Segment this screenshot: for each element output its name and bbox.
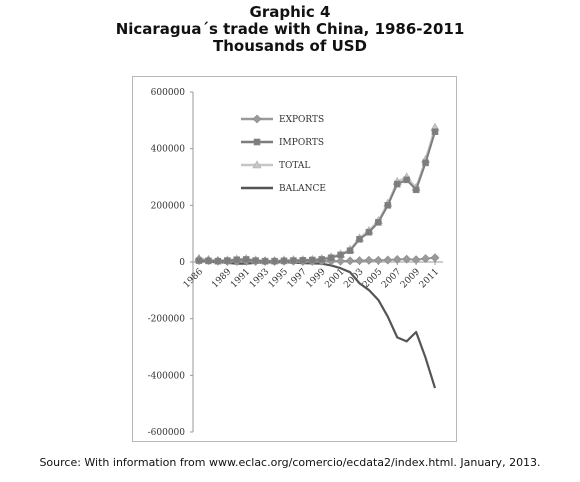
data-point-imports bbox=[412, 186, 420, 194]
x-tick-label: 1997 bbox=[286, 267, 309, 290]
series-line-imports bbox=[198, 131, 436, 263]
data-point-imports bbox=[327, 254, 335, 262]
x-tick-label: 2009 bbox=[399, 267, 422, 290]
data-point-imports bbox=[233, 256, 241, 264]
data-point-exports bbox=[430, 253, 440, 263]
data-point-imports bbox=[252, 257, 259, 264]
data-point-imports bbox=[308, 256, 316, 264]
data-point-exports bbox=[383, 255, 393, 265]
data-point-exports bbox=[364, 255, 374, 265]
data-point-imports bbox=[242, 256, 250, 263]
data-point-imports bbox=[356, 236, 363, 243]
y-tick-label: 200000 bbox=[151, 201, 186, 211]
data-point-imports bbox=[318, 256, 326, 263]
x-tick-label: 1993 bbox=[248, 267, 271, 290]
data-point-exports bbox=[373, 255, 383, 265]
data-point-exports bbox=[421, 254, 430, 264]
legend-label-imports: IMPORTS bbox=[279, 138, 324, 148]
legend-marker-exports bbox=[252, 114, 262, 124]
x-tick-label: 2007 bbox=[380, 267, 403, 290]
y-tick-label: -200000 bbox=[148, 315, 186, 325]
data-point-imports bbox=[205, 257, 212, 265]
data-point-imports bbox=[261, 257, 269, 265]
data-point-exports bbox=[411, 255, 421, 265]
data-point-imports bbox=[271, 257, 278, 265]
data-point-imports bbox=[346, 247, 354, 254]
y-tick-label: 0 bbox=[179, 258, 185, 268]
data-point-exports bbox=[345, 256, 355, 266]
legend-marker-imports bbox=[253, 138, 261, 146]
x-tick-label: 2011 bbox=[418, 267, 441, 290]
x-tick-label: 1989 bbox=[210, 267, 233, 290]
legend-marker-total bbox=[252, 160, 262, 169]
x-tick-label: 2001 bbox=[323, 267, 346, 290]
data-point-imports bbox=[365, 228, 373, 236]
source-note: Source: With information from www.eclac.… bbox=[39, 456, 541, 469]
chart-units: Thousands of USD bbox=[213, 37, 367, 55]
y-tick-label: -400000 bbox=[148, 371, 186, 381]
y-tick-label: 400000 bbox=[151, 145, 186, 155]
legend-label-total: TOTAL bbox=[279, 161, 310, 171]
data-point-imports bbox=[422, 159, 429, 167]
data-point-imports bbox=[299, 257, 307, 264]
data-point-imports bbox=[431, 128, 439, 135]
data-point-imports bbox=[195, 257, 203, 264]
data-point-imports bbox=[337, 251, 344, 259]
data-point-exports bbox=[336, 256, 346, 266]
x-tick-label: 1991 bbox=[229, 267, 252, 290]
data-point-imports bbox=[375, 219, 382, 226]
x-tick-label: 1999 bbox=[305, 267, 328, 290]
y-tick-label: 600000 bbox=[151, 88, 186, 98]
legend-label-exports: EXPORTS bbox=[279, 115, 324, 125]
legend-label-balance: BALANCE bbox=[279, 184, 326, 194]
data-point-imports bbox=[214, 257, 222, 265]
data-point-imports bbox=[393, 180, 401, 188]
x-tick-label: 1995 bbox=[267, 267, 290, 290]
data-point-exports bbox=[392, 255, 402, 264]
data-point-imports bbox=[290, 257, 297, 264]
chart-title-block: Graphic 4 Nicaragua´s trade with China, … bbox=[0, 4, 580, 55]
data-point-imports bbox=[280, 257, 288, 265]
graphic-number: Graphic 4 bbox=[249, 3, 331, 21]
data-point-imports bbox=[384, 202, 392, 209]
data-point-imports bbox=[403, 176, 410, 184]
x-tick-label: 1986 bbox=[182, 267, 205, 290]
chart-frame: 600000 400000 200000 0 -200000 -400000 -600000… bbox=[132, 76, 457, 442]
chart-title: Nicaragua´s trade with China, 1986-2011 bbox=[115, 20, 465, 38]
y-tick-label: -600000 bbox=[148, 428, 186, 438]
data-point-exports bbox=[402, 254, 412, 264]
line-chart: 600000 400000 200000 0 -200000 -400000 -600000… bbox=[148, 88, 443, 438]
data-point-exports bbox=[355, 256, 364, 266]
data-point-imports bbox=[224, 257, 231, 264]
